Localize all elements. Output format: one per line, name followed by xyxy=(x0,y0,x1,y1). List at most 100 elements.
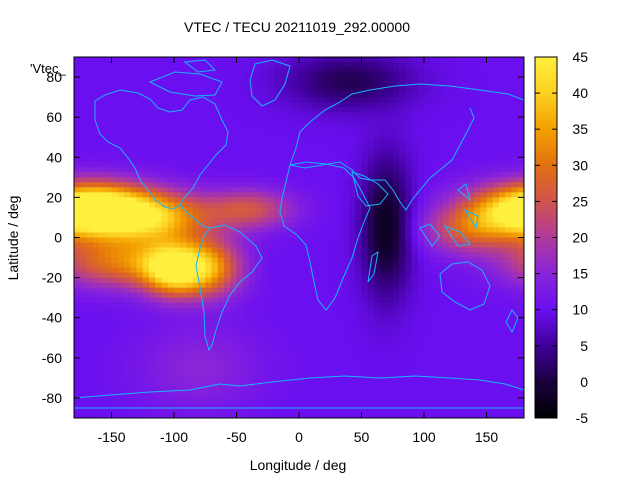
heatmap-cell xyxy=(105,217,113,224)
heatmap-cell xyxy=(449,352,456,359)
heatmap-cell xyxy=(111,207,119,214)
heatmap-cell xyxy=(386,192,394,198)
heatmap-cell xyxy=(161,277,169,284)
heatmap-cell xyxy=(267,62,275,68)
heatmap-cell xyxy=(292,242,300,249)
heatmap-cell xyxy=(467,157,475,163)
heatmap-cell xyxy=(155,117,163,123)
heatmap-cell xyxy=(305,197,313,203)
heatmap-cell xyxy=(149,207,156,214)
heatmap-cell xyxy=(486,77,494,83)
heatmap-cell xyxy=(142,297,150,304)
heatmap-cell xyxy=(142,292,150,299)
heatmap-cell xyxy=(361,252,369,259)
heatmap-cell xyxy=(317,312,325,319)
heatmap-cell xyxy=(342,322,350,329)
heatmap-cell xyxy=(336,227,344,234)
heatmap-cell xyxy=(480,237,488,244)
heatmap-cell xyxy=(230,97,238,103)
heatmap-cell xyxy=(374,222,381,229)
heatmap-cell xyxy=(311,297,319,304)
heatmap-cell xyxy=(92,242,100,249)
heatmap-cell xyxy=(461,122,469,128)
heatmap-cell xyxy=(149,222,156,229)
heatmap-cell xyxy=(355,192,363,198)
heatmap-cell xyxy=(374,242,381,249)
heatmap-cell xyxy=(80,362,88,369)
heatmap-cell xyxy=(161,57,169,63)
heatmap-cell xyxy=(230,392,238,399)
heatmap-cell xyxy=(242,277,250,284)
heatmap-cell xyxy=(111,332,119,339)
heatmap-cell xyxy=(186,242,194,249)
heatmap-cell xyxy=(242,142,250,148)
heatmap-cell xyxy=(324,282,331,289)
heatmap-cell xyxy=(399,282,406,289)
heatmap-cell xyxy=(274,212,281,219)
heatmap-cell xyxy=(399,342,406,349)
heatmap-cell xyxy=(299,307,306,314)
heatmap-cell xyxy=(305,372,313,379)
heatmap-cell xyxy=(380,322,388,329)
heatmap-cell xyxy=(436,392,444,399)
heatmap-cell xyxy=(155,102,163,108)
heatmap-cell xyxy=(149,187,156,193)
heatmap-cell xyxy=(255,352,263,359)
heatmap-cell xyxy=(392,277,400,284)
heatmap-cell xyxy=(142,302,150,309)
heatmap-cell xyxy=(305,272,313,279)
heatmap-cell xyxy=(149,392,156,399)
heatmap-cell xyxy=(499,327,506,334)
heatmap-cell xyxy=(105,362,113,369)
heatmap-cell xyxy=(361,117,369,123)
heatmap-cell xyxy=(511,172,519,178)
heatmap-cell xyxy=(461,332,469,339)
heatmap-cell xyxy=(261,122,269,128)
heatmap-cell xyxy=(86,347,94,354)
heatmap-cell xyxy=(324,142,331,148)
heatmap-cell xyxy=(74,297,81,304)
heatmap-cell xyxy=(461,262,469,269)
heatmap-cell xyxy=(105,197,113,203)
heatmap-cell xyxy=(311,397,319,404)
heatmap-cell xyxy=(517,352,524,359)
heatmap-cell xyxy=(517,142,524,148)
heatmap-cell xyxy=(230,152,238,158)
heatmap-cell xyxy=(180,327,188,334)
heatmap-cell xyxy=(192,202,200,209)
heatmap-cell xyxy=(436,357,444,364)
heatmap-cell xyxy=(417,367,425,374)
heatmap-cell xyxy=(449,97,456,103)
heatmap-cell xyxy=(299,352,306,359)
heatmap-cell xyxy=(230,192,238,198)
heatmap-cell xyxy=(274,152,281,158)
heatmap-cell xyxy=(174,382,181,389)
heatmap-cell xyxy=(167,252,175,259)
heatmap-cell xyxy=(280,352,288,359)
heatmap-cell xyxy=(192,277,200,284)
heatmap-cell xyxy=(99,262,106,269)
heatmap-cell xyxy=(511,252,519,259)
heatmap-cell xyxy=(330,97,338,103)
heatmap-cell xyxy=(142,167,150,173)
heatmap-cell xyxy=(492,127,500,133)
heatmap-cell xyxy=(467,152,475,158)
heatmap-cell xyxy=(436,87,444,93)
heatmap-cell xyxy=(142,152,150,158)
heatmap-cell xyxy=(105,147,113,153)
heatmap-cell xyxy=(299,72,306,78)
heatmap-cell xyxy=(336,242,344,249)
heatmap-cell xyxy=(342,287,350,294)
heatmap-cell xyxy=(486,102,494,108)
heatmap-cell xyxy=(330,192,338,198)
heatmap-cell xyxy=(124,72,131,78)
heatmap-cell xyxy=(142,87,150,93)
heatmap-cell xyxy=(249,227,256,234)
heatmap-cell xyxy=(380,217,388,224)
heatmap-cell xyxy=(149,307,156,314)
heatmap-cell xyxy=(111,167,119,173)
heatmap-cell xyxy=(267,72,275,78)
heatmap-cell xyxy=(186,127,194,133)
heatmap-cell xyxy=(255,317,263,324)
heatmap-cell xyxy=(511,97,519,103)
